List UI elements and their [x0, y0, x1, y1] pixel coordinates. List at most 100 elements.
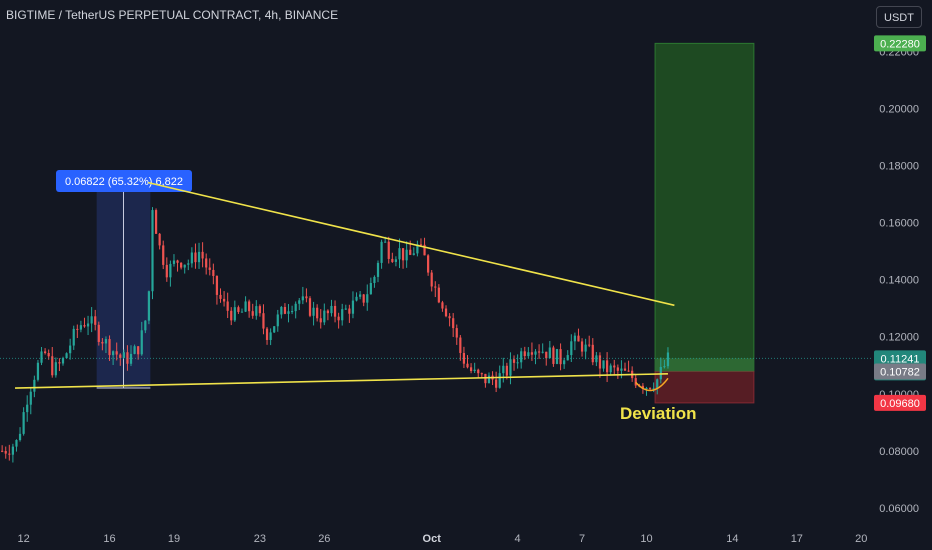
chart-title: BIGTIME / TetherUS PERPETUAL CONTRACT, 4…: [6, 8, 339, 22]
candle-body: [591, 344, 594, 363]
candle-body: [112, 351, 115, 356]
candle-body: [287, 311, 290, 314]
candle-body: [509, 359, 512, 376]
candle-body: [323, 310, 326, 323]
candle-body: [305, 296, 308, 299]
candle-body: [387, 241, 390, 259]
candle-body: [283, 307, 287, 314]
candle-body: [337, 316, 340, 321]
candle-body: [33, 379, 36, 392]
candle-body: [613, 365, 616, 368]
candle-body: [154, 210, 158, 234]
candle-body: [72, 328, 75, 346]
candle-body: [144, 320, 147, 331]
candle-body: [222, 298, 226, 302]
candle-body: [129, 353, 133, 364]
candle-body: [251, 311, 254, 316]
stop-price-label: 0.09680: [880, 398, 920, 410]
candle-body: [180, 262, 183, 268]
candle-body: [47, 352, 50, 357]
candle-body: [505, 365, 508, 376]
candle-body: [15, 440, 18, 447]
trendline-lower-support: [15, 372, 668, 389]
candle-body: [448, 316, 451, 319]
time-axis[interactable]: 12 16 19 23 26 Oct 4 7 10 14 17 20: [18, 533, 868, 545]
candle-body: [137, 346, 140, 355]
candle-body: [423, 244, 426, 256]
candle-body: [380, 241, 383, 263]
candle-body: [319, 318, 322, 323]
price-axis[interactable]: 0.220000.200000.180000.160000.140000.120…: [874, 35, 926, 515]
candle-body: [580, 341, 584, 352]
candle-body: [641, 385, 645, 389]
candle-body: [663, 366, 666, 368]
x-tick-label: 23: [254, 533, 266, 545]
candle-body: [94, 316, 97, 325]
candle-body: [495, 379, 498, 388]
candle-body: [219, 294, 222, 299]
candle-body: [187, 263, 190, 265]
candle-body: [262, 313, 265, 329]
candle-body: [344, 308, 347, 310]
candle-body: [147, 291, 151, 321]
candle-body: [548, 347, 551, 359]
candle-body: [29, 391, 32, 405]
candle-body: [620, 368, 623, 371]
candle-body: [588, 344, 591, 346]
candle-body: [648, 387, 652, 389]
x-tick-label: 10: [640, 533, 652, 545]
candle-body: [480, 373, 483, 375]
candle-body: [555, 349, 559, 364]
candle-body: [559, 349, 562, 365]
candle-body: [101, 341, 104, 344]
candle-body: [348, 308, 351, 314]
candle-body: [412, 253, 415, 255]
candle-body: [83, 325, 86, 327]
currency-button[interactable]: USDT: [876, 6, 922, 28]
candle-body: [36, 362, 40, 380]
x-tick-label: 14: [726, 533, 738, 545]
candle-body: [312, 307, 315, 316]
candle-body: [437, 287, 440, 303]
trendline-upper-resistance: [148, 181, 675, 307]
candle-body: [452, 318, 455, 329]
candle-body: [384, 241, 387, 243]
entry-price-tag: [874, 363, 926, 380]
candle-body: [584, 344, 587, 352]
candle-body: [401, 248, 405, 261]
candle-body: [79, 325, 83, 330]
candle-body: [43, 351, 47, 353]
candle-body: [104, 339, 108, 344]
candle-body: [477, 369, 480, 374]
candle-body: [258, 306, 261, 314]
candle-series: [1, 207, 670, 463]
candle-body: [122, 352, 125, 358]
candle-body: [355, 296, 358, 301]
candle-body: [265, 328, 269, 340]
candle-body: [656, 379, 659, 389]
candle-body: [427, 255, 430, 273]
candle-body: [165, 264, 168, 278]
candle-body: [430, 272, 433, 287]
candle-body: [115, 351, 118, 355]
chart-overlays: Deviation: [0, 357, 872, 423]
candle-body: [97, 324, 100, 342]
candle-body: [108, 339, 111, 356]
candle-body: [26, 404, 29, 413]
x-tick-label: 7: [579, 533, 585, 545]
candle-body: [487, 375, 491, 384]
x-tick-label: 4: [515, 533, 521, 545]
candle-body: [294, 303, 297, 312]
candle-body: [409, 249, 412, 255]
y-tick-label: 0.14000: [879, 275, 919, 287]
candle-body: [623, 368, 627, 371]
candle-body: [86, 323, 90, 327]
candle-body: [326, 310, 330, 314]
candle-body: [215, 275, 219, 295]
candle-body: [376, 262, 380, 277]
candle-body: [158, 233, 161, 246]
candle-body: [197, 251, 201, 263]
measure-label: 0.06822 (65.32%) 6,822: [65, 176, 183, 188]
candle-body: [51, 356, 54, 376]
